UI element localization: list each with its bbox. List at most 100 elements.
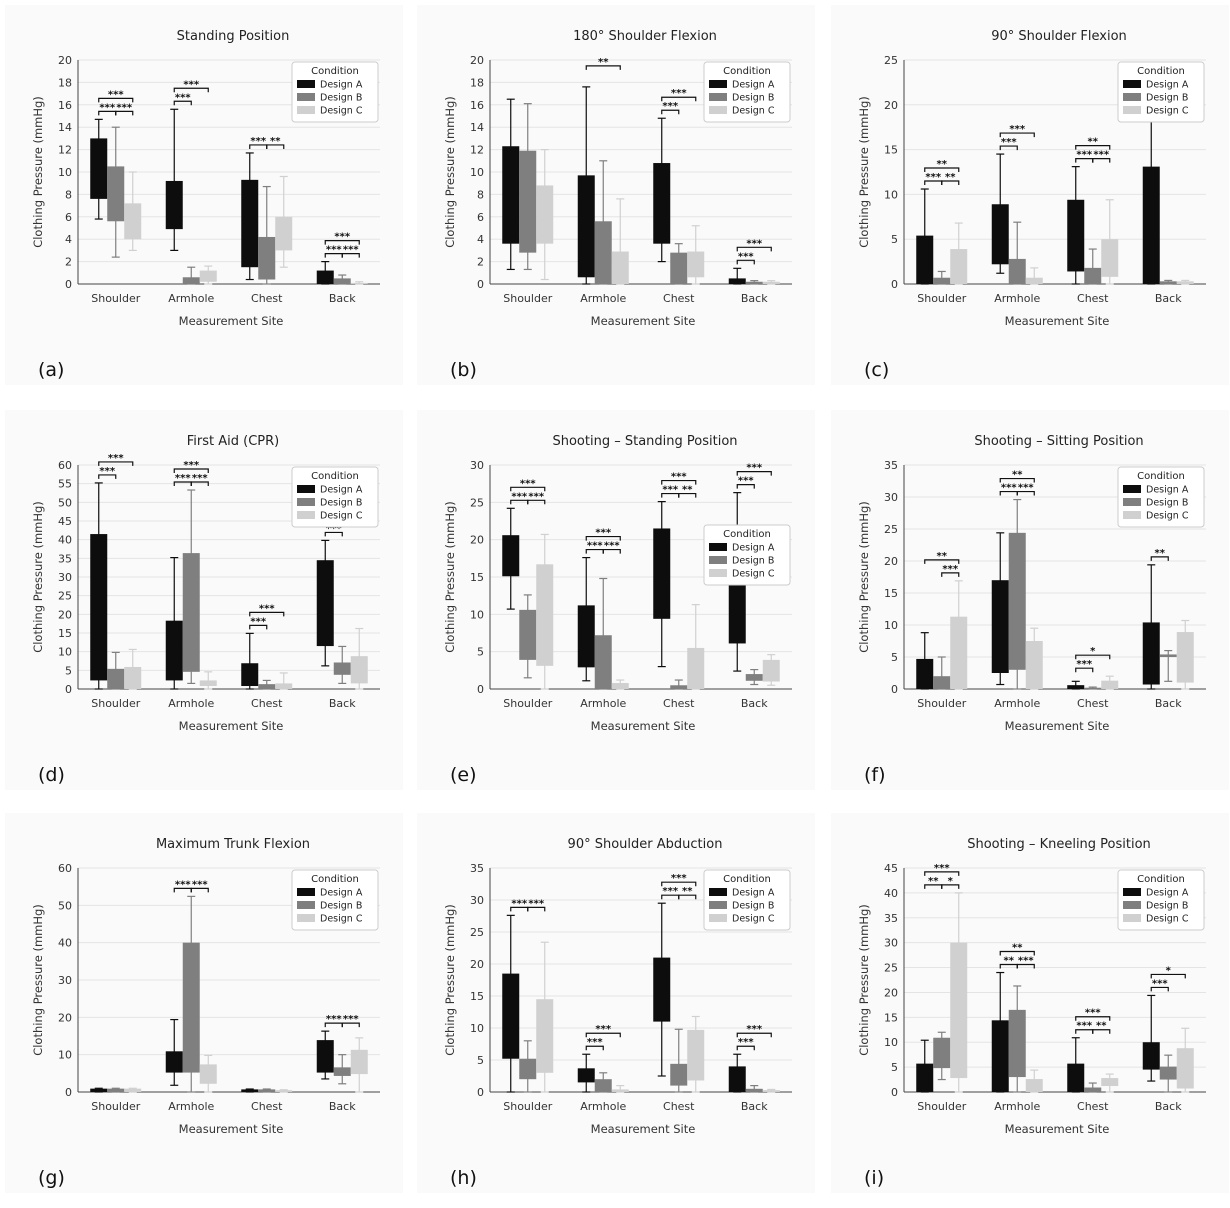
significance-bracket: [115, 110, 134, 116]
significance-bracket: [736, 1045, 755, 1051]
x-tick-label: Chest: [251, 1100, 283, 1113]
bar: [745, 281, 763, 284]
y-tick-label: 10: [470, 1022, 484, 1035]
x-axis-label: Measurement Site: [179, 314, 284, 328]
significance-bracket: [941, 572, 960, 577]
legend-swatch: [297, 93, 315, 101]
y-tick-label: 35: [884, 912, 898, 925]
y-tick-label: 10: [58, 1049, 72, 1062]
significance-bracket: [1092, 1029, 1111, 1034]
legend-swatch: [1123, 93, 1141, 101]
significance-label: ***: [587, 1037, 603, 1048]
bar: [577, 605, 595, 668]
significance-label: ***: [108, 453, 124, 464]
chart-panel: 0 5 10 15 20 25 30 35 40 45 50 55 60 First Aid (CPR) M…: [5, 410, 403, 790]
y-tick-label: 10: [58, 646, 72, 659]
legend-swatch: [297, 106, 315, 114]
y-tick-label: 6: [65, 211, 72, 224]
significance-bracket: [1150, 986, 1169, 992]
panel-label: (d): [38, 764, 65, 786]
legend-swatch: [709, 106, 727, 114]
y-tick-label: 4: [477, 233, 484, 246]
significance-bracket: [98, 474, 117, 479]
significance-bracket: [585, 1032, 621, 1038]
significance-label: **: [1155, 548, 1166, 559]
y-axis-label: Clothing Pressure (mmHg): [443, 96, 457, 248]
x-axis-label: Measurement Site: [1005, 1122, 1110, 1136]
chart-title: Maximum Trunk Flexion: [156, 837, 310, 852]
x-tick-label: Armhole: [580, 292, 626, 305]
bar: [1142, 166, 1160, 284]
bar: [519, 609, 537, 660]
bar: [1084, 267, 1102, 284]
bar: [1025, 641, 1043, 689]
significance-bracket: [924, 871, 960, 876]
bar: [916, 1063, 934, 1092]
significance-label: ***: [343, 1014, 359, 1025]
significance-bracket: [678, 492, 697, 498]
y-tick-label: 14: [58, 121, 72, 134]
bar: [1084, 1087, 1102, 1092]
significance-label: **: [1004, 956, 1015, 967]
bar: [241, 179, 259, 268]
significance-label: **: [1012, 943, 1023, 954]
significance-bracket: [736, 259, 755, 265]
y-tick-label: 5: [477, 646, 484, 659]
y-tick-label: 30: [470, 894, 484, 907]
legend-swatch: [1123, 511, 1141, 519]
y-tick-label: 4: [65, 233, 72, 246]
legend-swatch: [1123, 914, 1141, 922]
legend-title: Condition: [311, 471, 359, 482]
y-tick-label: 20: [58, 54, 72, 67]
significance-label: ***: [671, 472, 687, 483]
x-tick-label: Shoulder: [91, 1100, 140, 1113]
bar: [991, 1020, 1009, 1092]
bar: [762, 659, 780, 682]
bar: [1008, 258, 1026, 284]
bar: [762, 1090, 780, 1092]
y-tick-label: 20: [470, 958, 484, 971]
bar: [124, 1088, 142, 1092]
bar: [1084, 687, 1102, 689]
legend-swatch: [297, 80, 315, 88]
bar: [653, 528, 671, 619]
y-tick-label: 20: [884, 99, 898, 112]
legend-swatch: [297, 888, 315, 896]
y-tick-label: 5: [65, 664, 72, 677]
significance-bracket: [527, 906, 546, 912]
significance-label: ***: [99, 102, 115, 113]
x-tick-label: Back: [741, 697, 768, 710]
bar: [1159, 654, 1177, 657]
significance-label: **: [682, 485, 693, 496]
significance-label: ***: [1001, 137, 1017, 148]
significance-label: ***: [942, 564, 958, 575]
y-tick-label: 10: [884, 619, 898, 632]
chart-title: 90° Shoulder Abduction: [568, 837, 723, 852]
x-tick-label: Shoulder: [503, 292, 552, 305]
significance-bracket: [341, 1022, 360, 1028]
bar: [950, 616, 968, 689]
y-axis-label: Clothing Pressure (mmHg): [857, 501, 871, 653]
bar: [1176, 1048, 1194, 1089]
x-tick-label: Armhole: [994, 292, 1040, 305]
legend-title: Condition: [1137, 471, 1185, 482]
legend-title: Condition: [1137, 66, 1185, 77]
y-tick-label: 0: [477, 683, 484, 696]
bar: [90, 1088, 108, 1092]
bar: [124, 666, 142, 689]
y-tick-label: 10: [470, 166, 484, 179]
y-axis-label: Clothing Pressure (mmHg): [31, 904, 45, 1056]
bar: [536, 564, 554, 666]
y-tick-label: 20: [470, 534, 484, 547]
significance-bracket: [266, 144, 285, 149]
bar: [933, 1037, 951, 1069]
x-tick-label: Back: [329, 1100, 356, 1113]
significance-bracket: [1092, 158, 1111, 163]
y-tick-label: 10: [470, 608, 484, 621]
legend-swatch: [709, 914, 727, 922]
y-tick-label: 15: [470, 990, 484, 1003]
y-tick-label: 30: [470, 459, 484, 472]
significance-label: ***: [604, 541, 620, 552]
legend-title: Condition: [1137, 874, 1185, 885]
